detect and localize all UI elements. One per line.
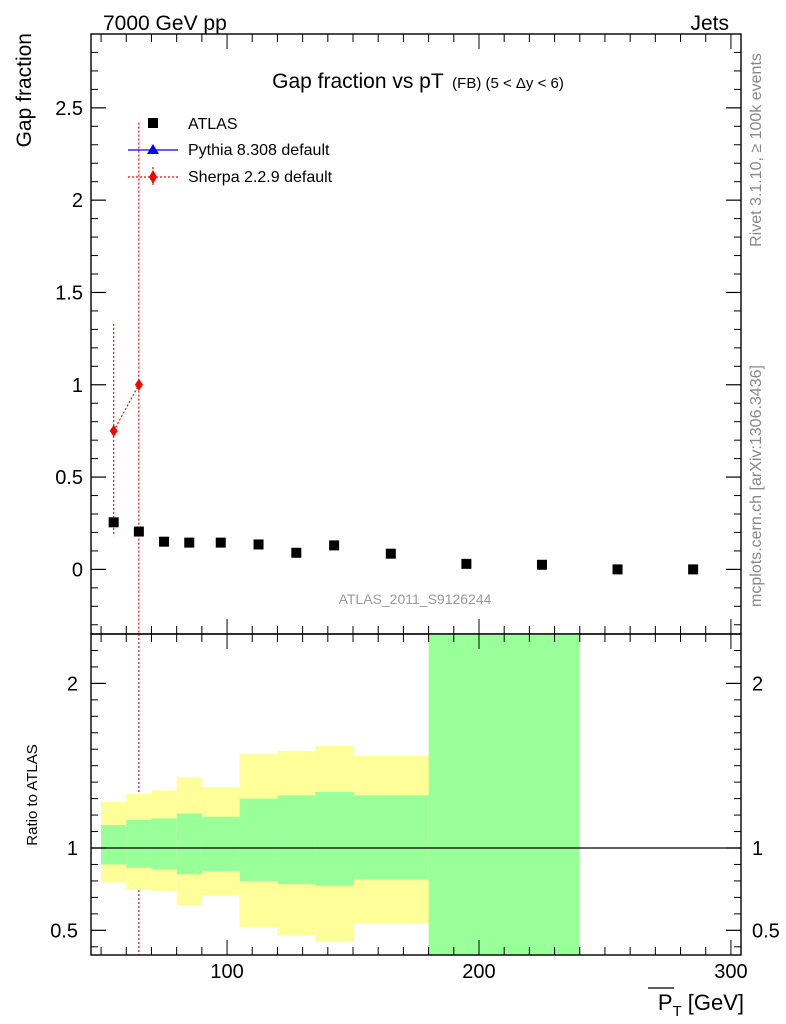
x-axis-unit: [GeV]: [688, 990, 744, 1015]
ratio-stat-band: [277, 795, 316, 885]
legend-pythia-marker: [147, 144, 159, 154]
atlas-point: [612, 564, 623, 575]
sherpa-point: [109, 424, 118, 437]
watermark: ATLAS_2011_S9126244: [339, 591, 492, 607]
ratio-y-tick-label-right: 0.5: [752, 920, 780, 942]
sherpa-line: [113, 384, 140, 432]
svg-text:PT[GeV]: PT [GeV]: [658, 990, 744, 1020]
legend-sherpa-label: Sherpa 2.2.9 default: [188, 169, 333, 186]
main-title: Gap fraction vs pT (FB) (5 < Δy < 6): [272, 70, 564, 93]
ratio-stat-band: [201, 816, 240, 872]
main-title-suffix: (FB) (5 < Δy < 6): [452, 75, 564, 92]
ratio-frame: [90, 633, 742, 956]
ratio-bands: [101, 634, 580, 955]
ratio-stat-band: [126, 820, 152, 868]
atlas-point: [184, 537, 195, 548]
main-panel: Gap fraction Gap fraction vs pT (FB) (5 …: [13, 33, 742, 955]
sherpa-point: [134, 378, 143, 391]
atlas-point: [159, 536, 170, 547]
atlas-point: [385, 548, 396, 559]
legend-sherpa-marker: [149, 170, 157, 184]
ratio-stat-band: [315, 792, 354, 886]
ratio-stat-band: [101, 824, 127, 865]
main-y-tick-label: 1.5: [55, 282, 83, 304]
header-left: 7000 GeV pp: [103, 12, 227, 35]
rivet-label: Rivet 3.1.10, ≥ 100k events: [748, 53, 765, 247]
main-y-ticks: 0 0.5 1 1.5 2 2.5: [55, 51, 741, 626]
atlas-point: [291, 547, 302, 558]
svg-text:Gap fraction vs pT (FB: Gap fraction vs pT (FB) (5 < Δy < 6): [272, 70, 564, 93]
main-x-ticks: [100, 34, 732, 634]
ratio-y-tick-label: 0.5: [50, 920, 78, 942]
legend-entry-pythia: Pythia 8.308 default: [128, 142, 330, 159]
atlas-series: [108, 517, 699, 575]
ratio-stat-band: [151, 818, 177, 870]
ratio-y-tick-label: 2: [67, 673, 78, 695]
atlas-point: [329, 540, 340, 551]
atlas-point: [253, 539, 264, 550]
legend-pythia-label: Pythia 8.308 default: [188, 142, 330, 159]
mcplots-label: mcplots.cern.ch [arXiv:1306.3436]: [748, 365, 765, 607]
x-axis-symbol: P: [658, 990, 673, 1015]
legend-entry-sherpa: Sherpa 2.2.9 default: [128, 167, 333, 187]
atlas-point: [215, 537, 226, 548]
legend-atlas-marker: [148, 118, 158, 128]
ratio-y-tick-label-right: 2: [752, 673, 763, 695]
main-y-tick-label: 2.5: [55, 98, 83, 120]
x-tick-label: 100: [210, 961, 243, 983]
x-tick-label: 200: [462, 961, 495, 983]
x-axis-label: PT [GeV]: [648, 987, 744, 1020]
atlas-point: [133, 526, 144, 537]
ratio-stat-band: [176, 813, 202, 875]
atlas-point: [461, 558, 472, 569]
main-y-tick-label: 0: [72, 559, 83, 581]
main-y-axis-label: Gap fraction: [13, 33, 36, 147]
ratio-y-tick-label-right: 1: [752, 838, 763, 860]
ratio-y-axis-label: Ratio to ATLAS: [24, 744, 41, 845]
header-right: Jets: [690, 12, 729, 35]
legend-atlas-label: ATLAS: [188, 116, 238, 133]
ratio-stat-band: [428, 634, 580, 955]
main-title-text: Gap fraction vs pT: [272, 70, 444, 93]
x-axis-subscript: T: [673, 1003, 682, 1020]
atlas-point: [108, 517, 119, 528]
main-y-tick-label: 0.5: [55, 467, 83, 489]
legend-entry-atlas: ATLAS: [148, 116, 238, 133]
legend: ATLAS Pythia 8.308 default Sherpa 2.2.9 …: [128, 116, 333, 187]
ratio-stat-band: [239, 798, 278, 881]
x-tick-label: 300: [714, 961, 747, 983]
atlas-point: [688, 564, 699, 575]
main-y-tick-label: 2: [72, 190, 83, 212]
ratio-stat-band: [353, 795, 429, 880]
main-y-tick-label: 1: [72, 375, 83, 397]
ratio-y-tick-label: 1: [67, 838, 78, 860]
atlas-point: [536, 559, 547, 570]
